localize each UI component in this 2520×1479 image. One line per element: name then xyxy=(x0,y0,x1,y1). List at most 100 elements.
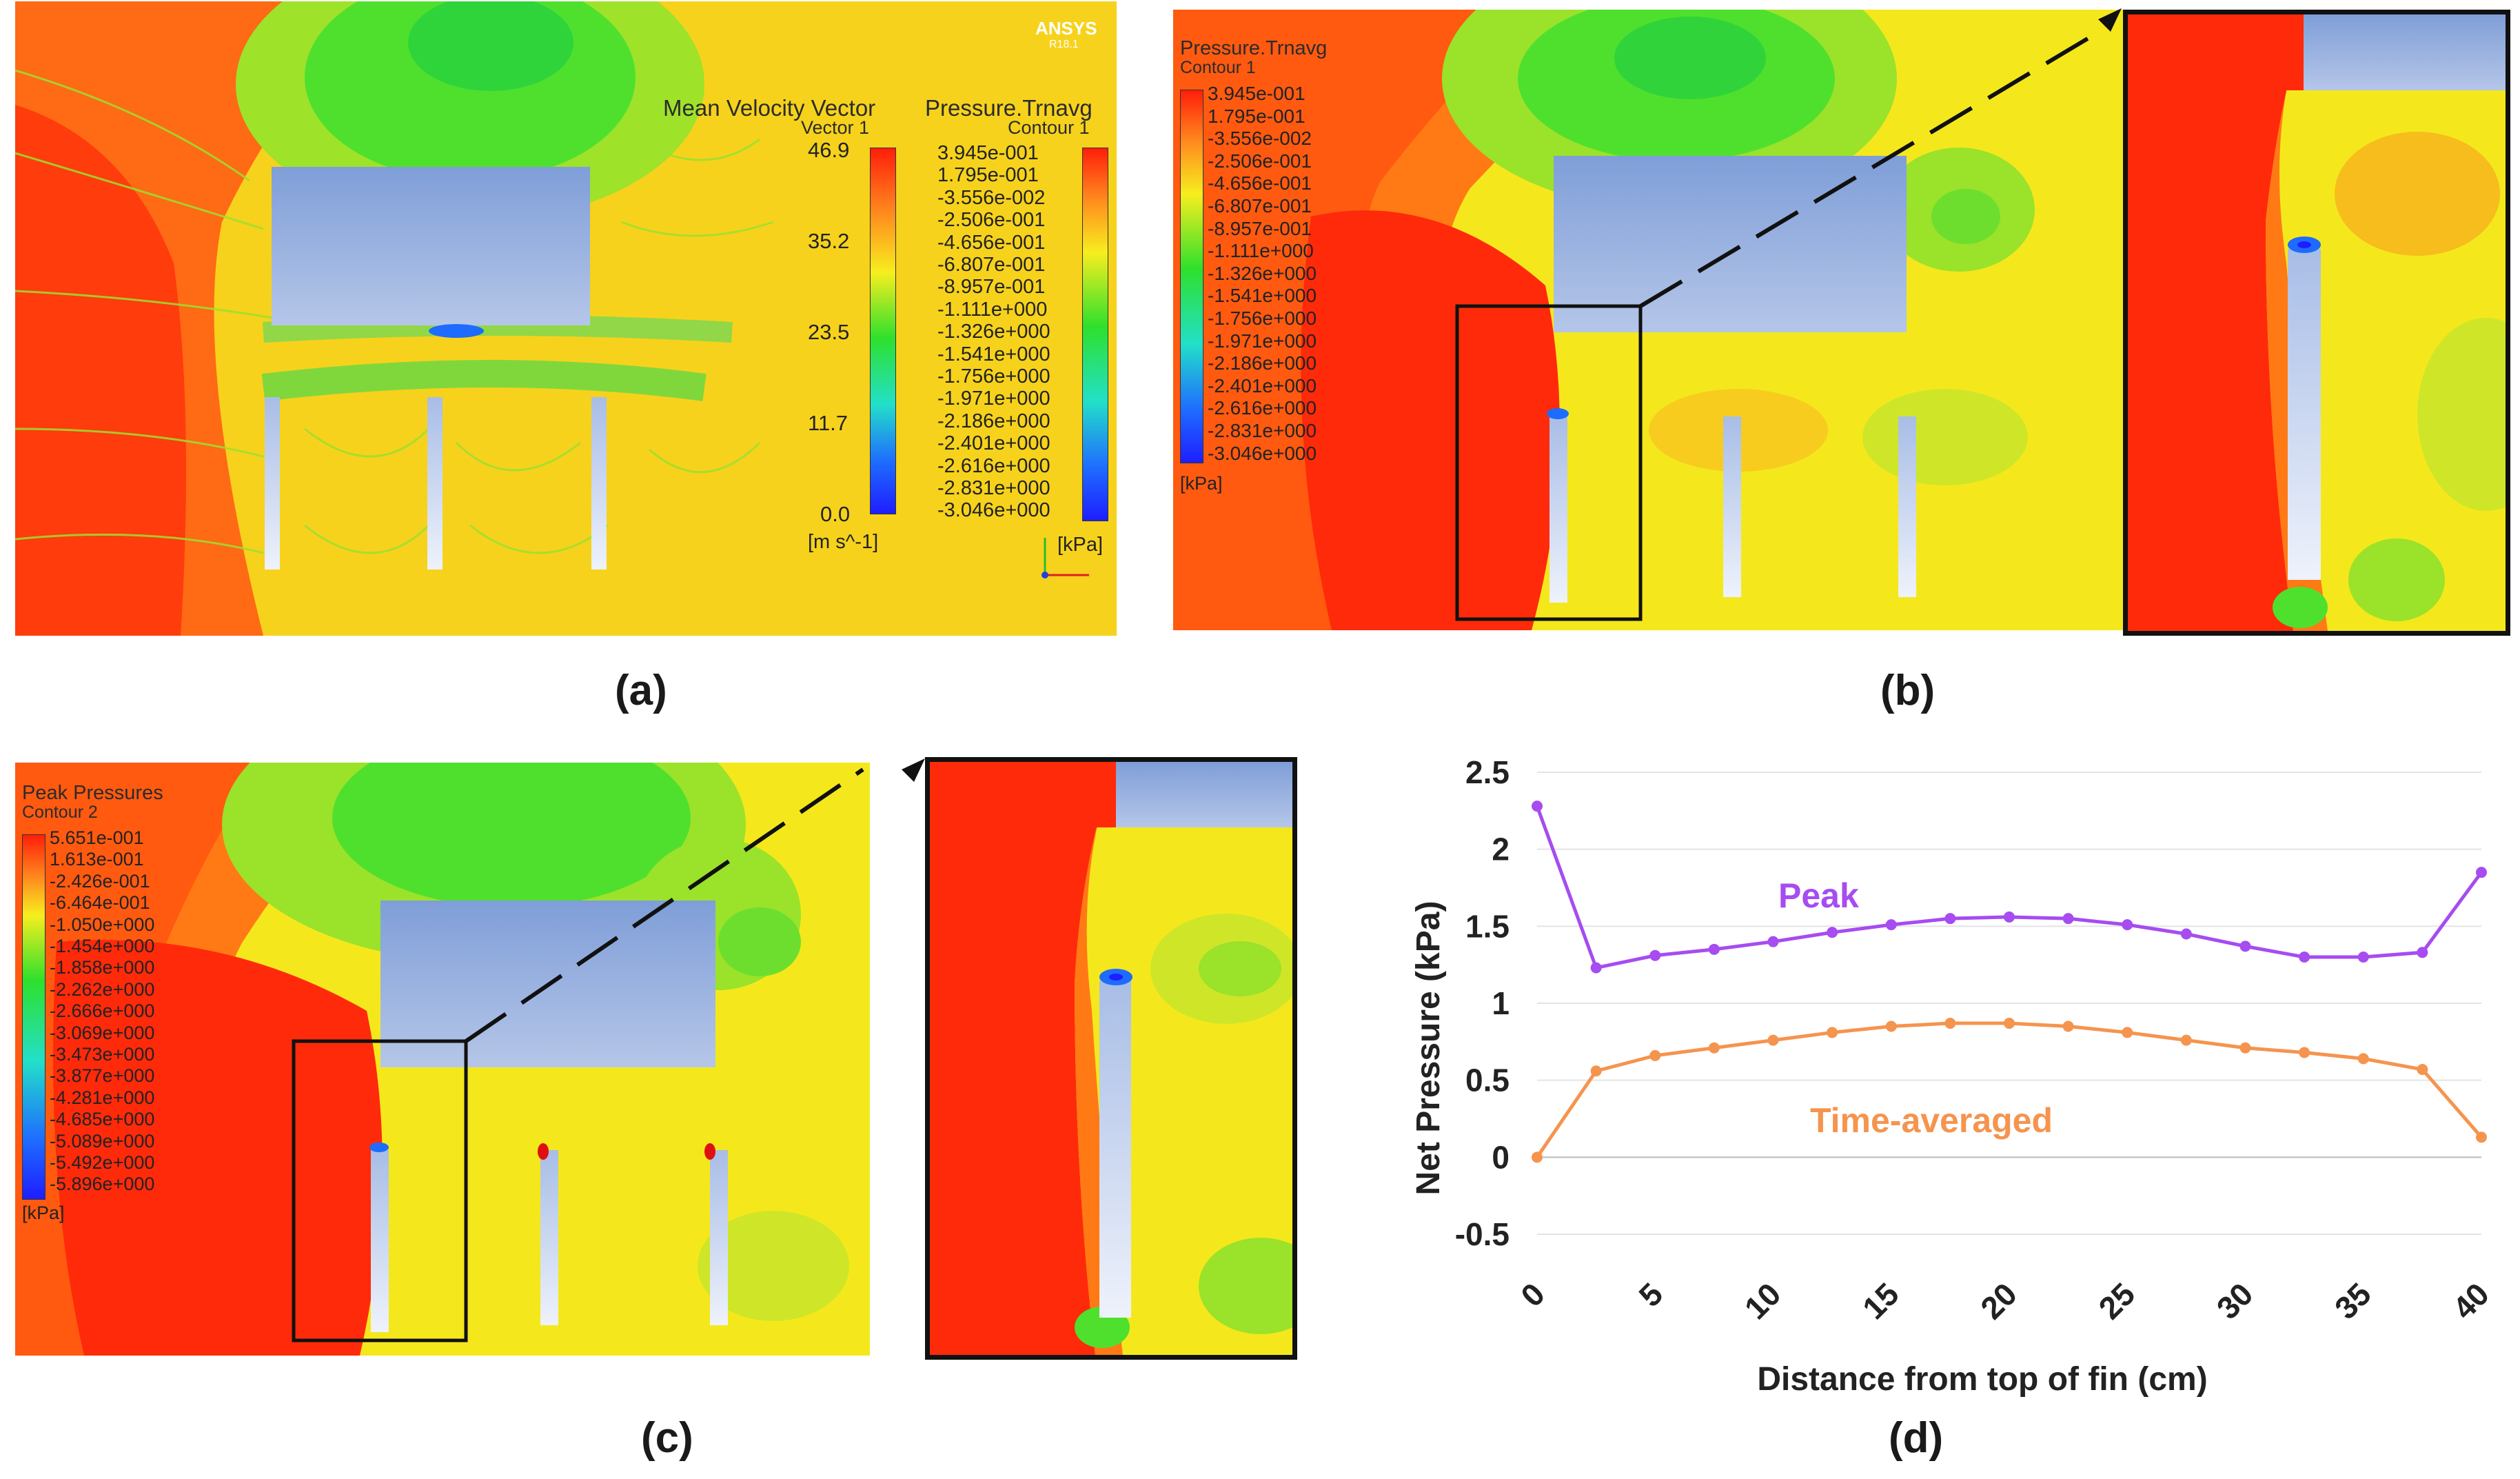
legend-tick-label: -1.756e+000 xyxy=(1208,308,1317,329)
x-tick-label: 10 xyxy=(1738,1276,1788,1326)
zoomed-pressure-contour xyxy=(2128,14,2506,631)
panel-c-zoom xyxy=(925,757,1297,1360)
arrow-head-icon xyxy=(2098,8,2122,32)
data-point xyxy=(2357,952,2369,963)
legend-tick-label: -2.616e+000 xyxy=(1208,397,1317,419)
chart-y-axis-label: Net Pressure (kPa) xyxy=(1410,901,1447,1196)
x-tick-label: 15 xyxy=(1856,1276,1906,1326)
data-point xyxy=(1708,943,1720,955)
legend-tick-label: 1.795e-001 xyxy=(937,164,1039,187)
axis-triad-icon xyxy=(1041,538,1089,578)
data-point xyxy=(2004,1018,2015,1029)
legend-tick-label: -1.541e+000 xyxy=(937,343,1050,365)
x-tick-label: 40 xyxy=(2446,1276,2496,1326)
pressure-unit: [kPa] xyxy=(1057,534,1104,556)
data-point xyxy=(2004,911,2015,923)
peak-legend-subtitle: Contour 2 xyxy=(22,803,98,822)
legend-tick-label: -2.401e+000 xyxy=(937,432,1050,455)
legend-tick-label: -6.807e-001 xyxy=(937,254,1046,276)
velocity-vector-field xyxy=(15,1,1117,636)
legend-tick-label: -1.111e+000 xyxy=(1208,240,1314,262)
legend-tick-label: -5.492e+000 xyxy=(50,1152,155,1173)
series-label-peak: Peak xyxy=(1778,876,1859,915)
vector-tick: 23.5 xyxy=(808,320,850,344)
data-point xyxy=(2180,1034,2192,1046)
caption-d: (d) xyxy=(1889,1414,1944,1462)
panel-b-zoom xyxy=(2123,10,2510,636)
legend-tick-label: 5.651e-001 xyxy=(50,827,144,848)
ansys-version: R18.1 xyxy=(1049,39,1079,50)
pressure-colorbar xyxy=(1180,90,1203,463)
peak-legend-title: Peak Pressures xyxy=(22,782,163,804)
data-point xyxy=(1532,801,1543,812)
x-tick-label: 20 xyxy=(1973,1276,2024,1326)
legend-tick-label: -4.656e-001 xyxy=(937,231,1046,254)
vector-unit: [m s^-1] xyxy=(808,531,879,553)
legend-tick-label: -2.831e+000 xyxy=(1208,420,1317,441)
caption-a: (a) xyxy=(615,667,667,714)
data-point xyxy=(2180,928,2192,940)
legend-tick-label: -2.262e+000 xyxy=(50,978,155,1000)
data-point xyxy=(2299,1047,2310,1058)
legend-tick-label: -1.326e+000 xyxy=(1208,262,1317,284)
pressure-legend-subtitle: Contour 1 xyxy=(1008,117,1090,138)
legend-tick-label: -1.971e+000 xyxy=(1208,330,1317,352)
vector-tick: 35.2 xyxy=(808,229,850,253)
chart-x-ticks: 0 5 10 15 20 25 30 35 40 xyxy=(1514,1276,2496,1326)
pressure-legend-subtitle: Contour 1 xyxy=(1180,58,1256,77)
vector-tick: 11.7 xyxy=(808,411,849,435)
legend-tick-label: -1.971e+000 xyxy=(937,388,1050,410)
legend-tick-label: -6.807e-001 xyxy=(1208,195,1312,217)
data-point xyxy=(1649,1049,1661,1061)
vector-tick: 0.0 xyxy=(820,502,851,526)
vector-legend-subtitle: Vector 1 xyxy=(801,117,870,138)
data-point xyxy=(2122,919,2133,931)
legend-tick-label: -6.464e-001 xyxy=(50,892,150,914)
data-point xyxy=(2476,867,2487,878)
vector-colorbar xyxy=(870,148,896,514)
x-tick-label: 30 xyxy=(2210,1276,2260,1326)
data-point xyxy=(2062,1020,2074,1032)
zoomed-peak-contour xyxy=(930,762,1292,1355)
ansys-logo: ANSYS xyxy=(1035,18,1097,39)
chart-x-axis-label: Distance from top of fin (cm) xyxy=(1757,1361,2207,1398)
data-point xyxy=(2239,940,2251,952)
legend-tick-label: -1.756e+000 xyxy=(937,365,1050,388)
data-point xyxy=(2239,1042,2251,1054)
legend-tick-label: -3.046e+000 xyxy=(1208,442,1317,464)
data-point xyxy=(1767,1034,1779,1046)
vector-legend-title: Mean Velocity Vector xyxy=(663,95,876,121)
peak-colorbar xyxy=(22,834,45,1200)
legend-tick-label: -2.616e+000 xyxy=(937,454,1050,477)
legend-tick-label: 1.613e-001 xyxy=(50,849,144,870)
legend-tick-label: -2.186e+000 xyxy=(1208,352,1317,374)
data-point xyxy=(1944,1018,1956,1029)
y-tick-label: -0.5 xyxy=(1455,1216,1510,1252)
legend-tick-label: -2.831e+000 xyxy=(937,477,1050,499)
legend-tick-label: -3.473e+000 xyxy=(50,1044,155,1065)
legend-tick-label: -2.666e+000 xyxy=(50,1000,155,1022)
chart-gridlines xyxy=(1537,772,2481,1235)
series-label-time-averaged: Time-averaged xyxy=(1810,1101,2053,1140)
legend-tick-label: 3.945e-001 xyxy=(1208,83,1305,104)
arrow-head-icon xyxy=(902,758,925,782)
legend-tick-label: -2.506e-001 xyxy=(937,209,1046,232)
legend-tick-label: -2.426e-001 xyxy=(50,870,150,892)
data-point xyxy=(2417,947,2428,958)
caption-c: (c) xyxy=(641,1414,693,1462)
legend-tick-label: -2.401e+000 xyxy=(1208,374,1317,396)
net-pressure-chart: 2.521.510.50-0.5 0 5 10 15 20 25 30 35 40 Net Pr… xyxy=(1410,754,2496,1398)
legend-tick-label: -2.506e-001 xyxy=(1208,150,1312,172)
y-tick-label: 1 xyxy=(1492,985,1510,1021)
legend-tick-label: -3.069e+000 xyxy=(50,1022,155,1043)
legend-tick-label: -4.656e-001 xyxy=(1208,172,1312,194)
pressure-contour-field xyxy=(1173,10,2144,630)
legend-tick-label: -1.326e+000 xyxy=(937,321,1050,343)
data-point xyxy=(1827,1027,1838,1038)
data-point xyxy=(1649,949,1661,961)
data-point xyxy=(1944,913,1956,925)
legend-tick-label: -5.896e+000 xyxy=(50,1174,155,1195)
y-tick-label: 0 xyxy=(1492,1139,1510,1175)
y-tick-label: 2.5 xyxy=(1465,754,1510,790)
x-tick-label: 25 xyxy=(2091,1276,2142,1326)
